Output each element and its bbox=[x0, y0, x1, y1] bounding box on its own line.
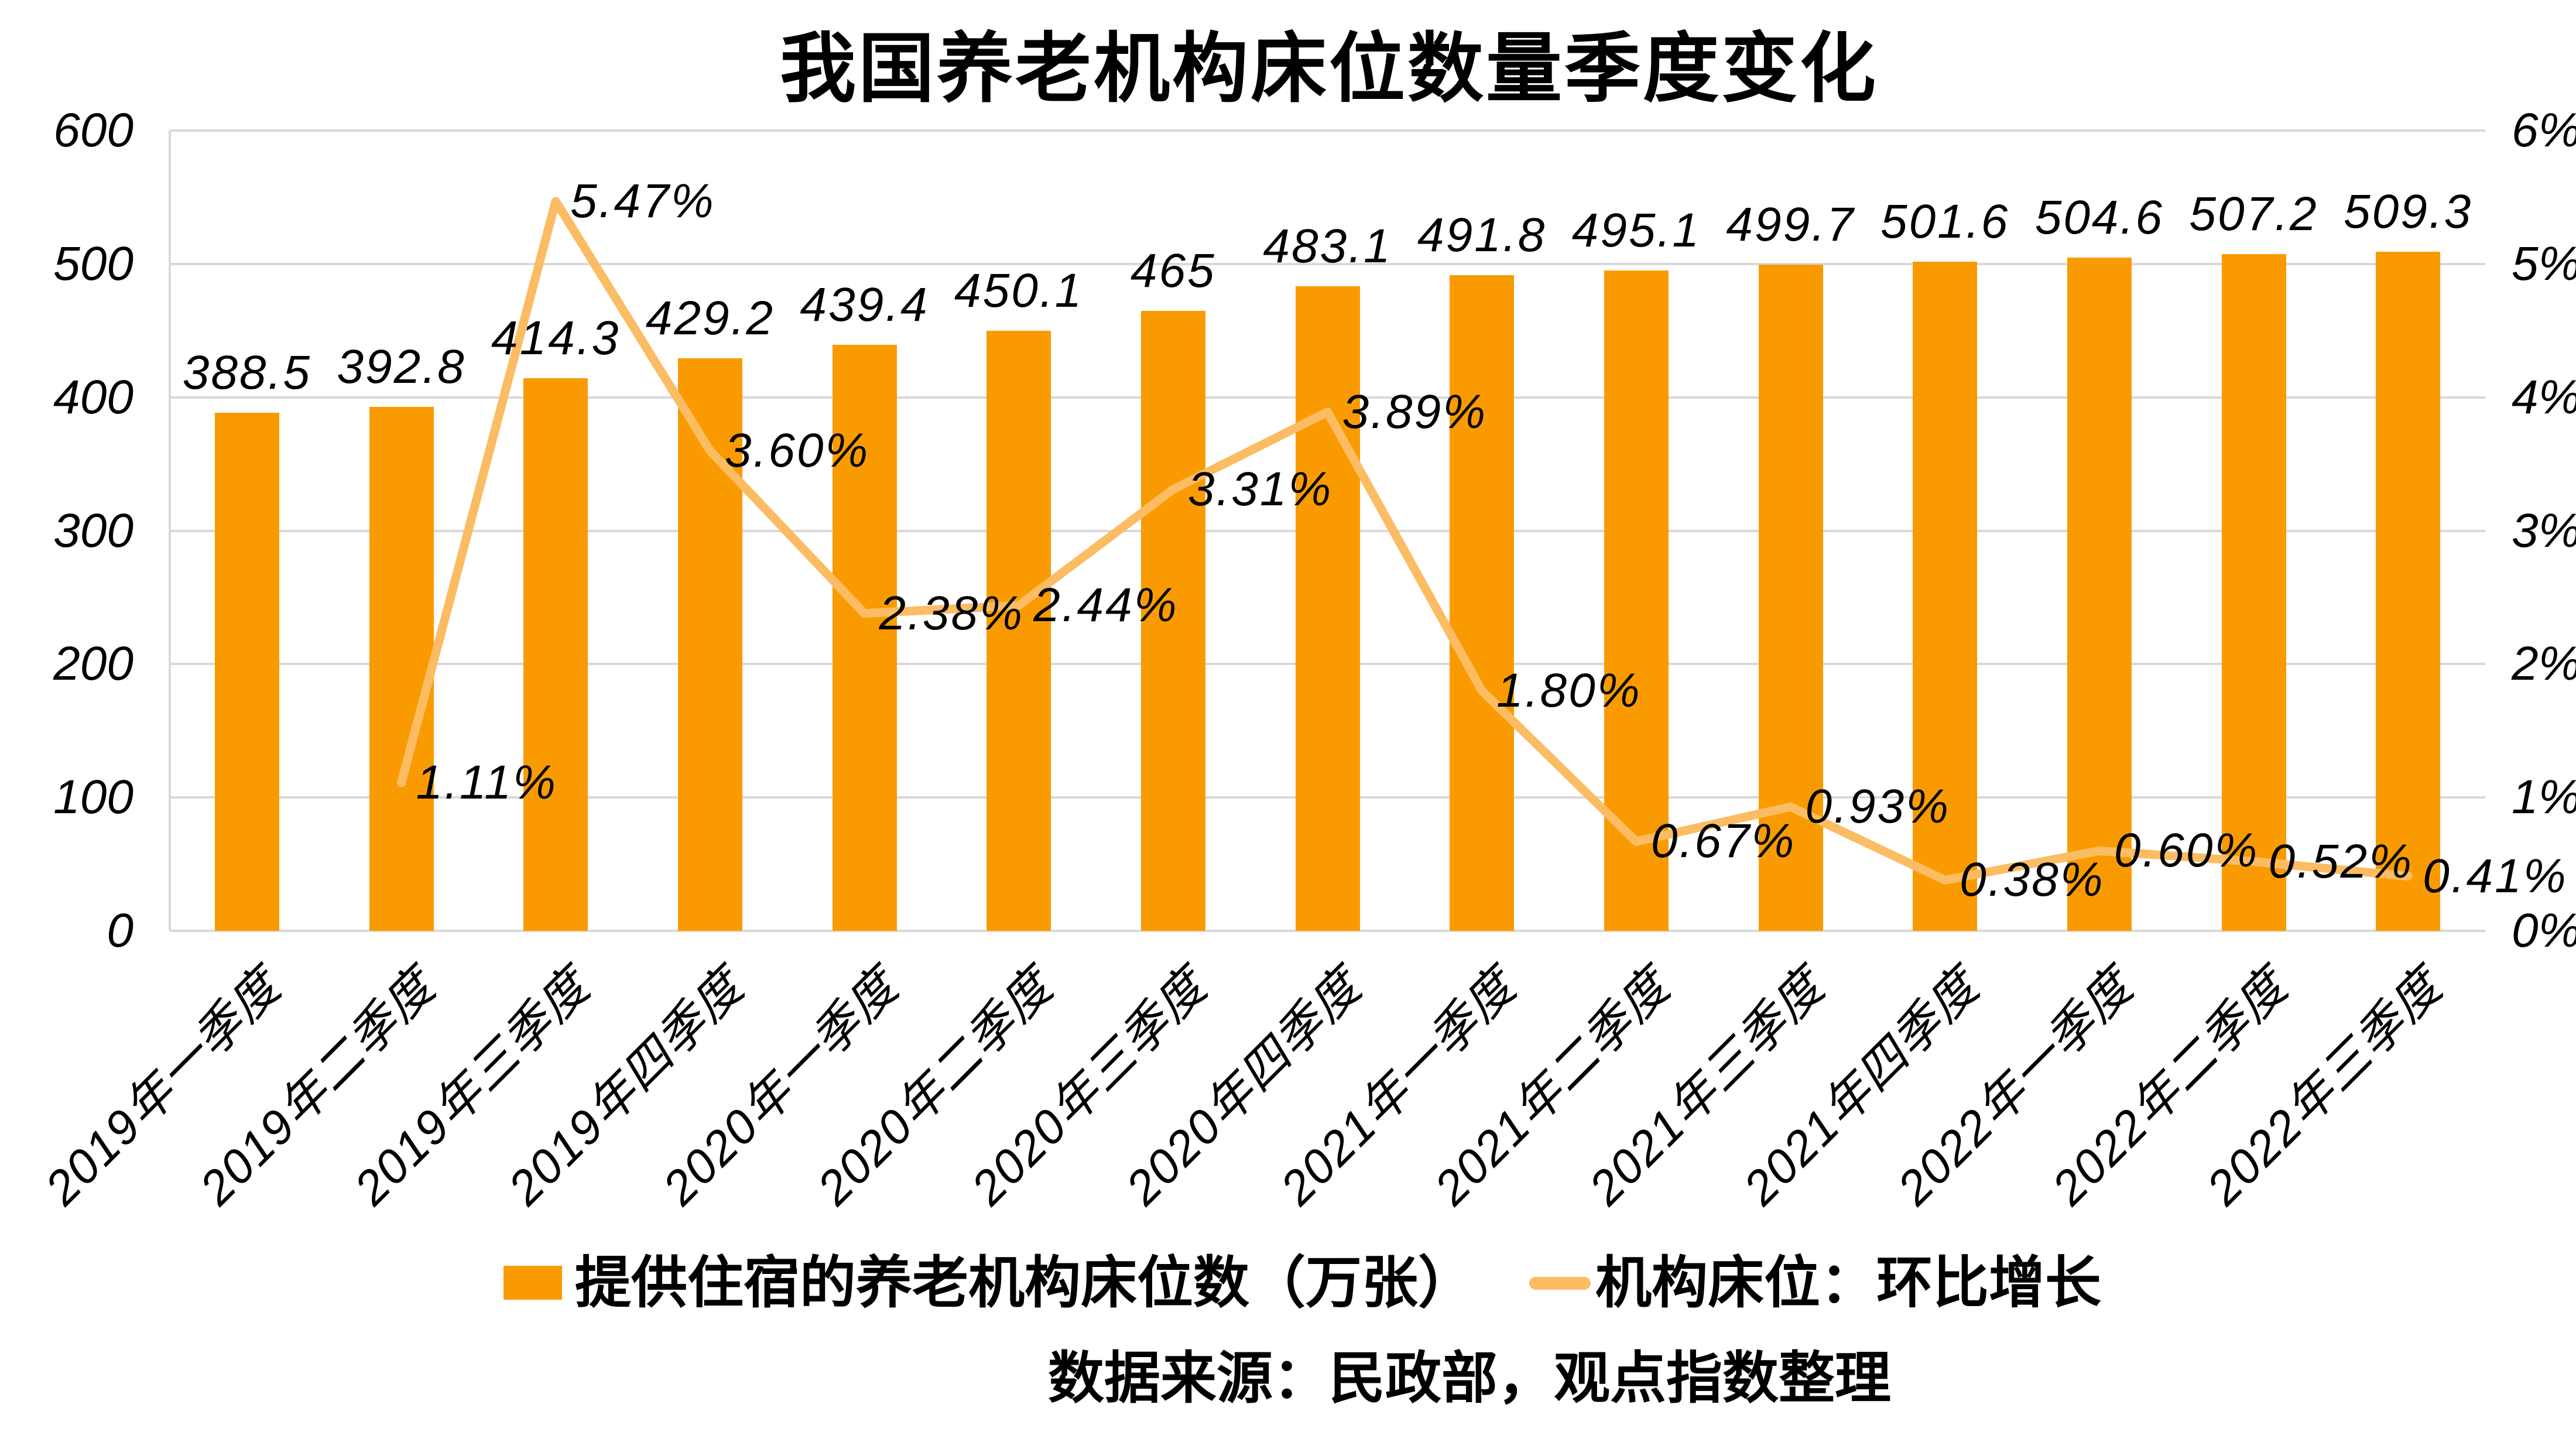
bar-value-label: 388.5 bbox=[182, 345, 311, 399]
bar-value-label: 491.8 bbox=[1417, 208, 1547, 262]
bar-series-swatch bbox=[503, 1266, 562, 1300]
y-axis-tick-left: 100 bbox=[53, 770, 133, 824]
y-axis-tick-right: 4% bbox=[2512, 370, 2576, 424]
line-value-label: 1.80% bbox=[1496, 663, 1642, 717]
bar-value-label: 501.6 bbox=[1880, 195, 2010, 249]
line-value-label: 0.52% bbox=[2268, 834, 2414, 888]
bar-value-label: 509.3 bbox=[2344, 184, 2473, 238]
y-axis-tick-left: 400 bbox=[53, 370, 133, 424]
chart-title: 我国养老机构床位数量季度变化 bbox=[779, 26, 1878, 111]
bar-value-label: 483.1 bbox=[1263, 220, 1392, 273]
bar-value-label: 504.6 bbox=[2034, 191, 2164, 245]
y-axis-tick-right: 2% bbox=[2512, 637, 2576, 691]
bar-value-label: 450.1 bbox=[954, 263, 1084, 317]
bar bbox=[2221, 254, 2286, 931]
y-axis-tick-left: 200 bbox=[53, 637, 133, 691]
line-value-label: 1.11% bbox=[416, 756, 557, 810]
line-value-label: 2.38% bbox=[879, 586, 1025, 640]
line-value-label: 0.60% bbox=[2113, 824, 2259, 878]
y-axis-tick-right: 1% bbox=[2512, 770, 2576, 824]
bar bbox=[1295, 286, 1360, 931]
y-axis-tick-left: 300 bbox=[53, 503, 133, 557]
line-value-label: 3.31% bbox=[1187, 462, 1333, 516]
bar bbox=[369, 407, 434, 931]
y-axis-tick-left: 500 bbox=[53, 237, 133, 290]
line-value-label: 0.38% bbox=[1960, 853, 2105, 907]
y-axis-tick-right: 6% bbox=[2512, 104, 2576, 157]
line-value-label: 3.60% bbox=[724, 423, 870, 477]
bar bbox=[832, 344, 897, 931]
gridline bbox=[170, 930, 2485, 932]
bar bbox=[214, 412, 279, 931]
gridline bbox=[170, 129, 2485, 132]
y-axis-tick-right: 0% bbox=[2512, 904, 2576, 957]
line-value-label: 0.41% bbox=[2423, 849, 2568, 903]
line-value-label: 3.89% bbox=[1342, 385, 1488, 439]
growth-line bbox=[397, 197, 2413, 885]
bar-value-label: 465 bbox=[1130, 244, 1216, 297]
bar-value-label: 507.2 bbox=[2189, 187, 2318, 241]
y-axis-tick-left: 0 bbox=[107, 904, 133, 957]
line-value-label: 0.93% bbox=[1805, 780, 1951, 834]
bar bbox=[523, 378, 588, 931]
bar-series-label: 提供住宿的养老机构床位数（万张） bbox=[575, 1252, 1474, 1314]
bar bbox=[2067, 258, 2132, 931]
line-value-label: 0.67% bbox=[1650, 814, 1796, 868]
bar-value-label: 414.3 bbox=[491, 311, 621, 365]
bar bbox=[1450, 275, 1515, 931]
line-value-label: 2.44% bbox=[1033, 578, 1179, 632]
bar-value-label: 495.1 bbox=[1571, 203, 1701, 257]
gridline bbox=[170, 262, 2485, 265]
bar-value-label: 429.2 bbox=[645, 292, 775, 345]
y-axis-tick-left: 600 bbox=[53, 104, 133, 157]
y-axis-tick-right: 3% bbox=[2512, 503, 2576, 557]
line-series-swatch bbox=[1529, 1277, 1591, 1290]
bar bbox=[1913, 262, 1978, 931]
source-note: 数据来源：民政部，观点指数整理 bbox=[1048, 1347, 1891, 1410]
y-axis-line bbox=[169, 131, 171, 931]
bar bbox=[2376, 251, 2441, 931]
line-value-label: 5.47% bbox=[570, 174, 715, 228]
line-series-label: 机构床位：环比增长 bbox=[1595, 1252, 2101, 1314]
bar bbox=[1140, 310, 1205, 931]
bar bbox=[986, 330, 1051, 931]
bar-value-label: 392.8 bbox=[337, 340, 466, 394]
bar-value-label: 439.4 bbox=[800, 278, 929, 331]
y-axis-tick-right: 5% bbox=[2512, 237, 2576, 290]
bar-value-label: 499.7 bbox=[1726, 197, 1855, 251]
